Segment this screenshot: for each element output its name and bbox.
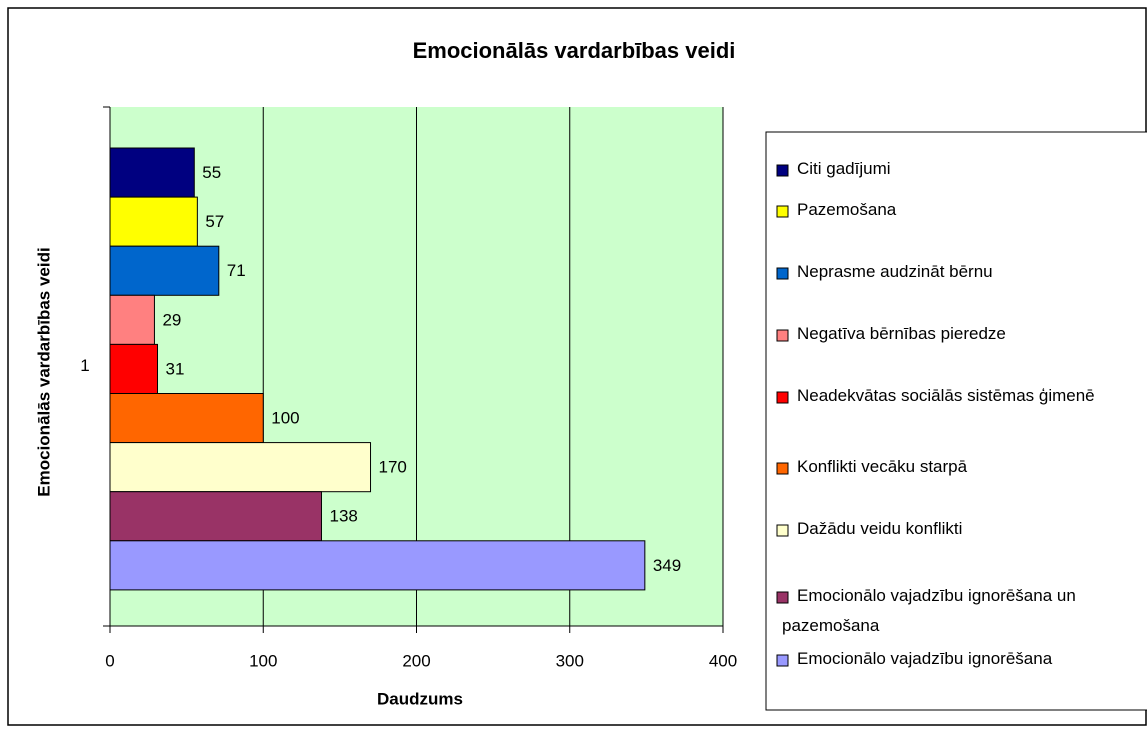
chart-title: Emocionālās vardarbības veidi xyxy=(413,38,736,63)
bar xyxy=(109,294,155,345)
data-label: 31 xyxy=(166,359,185,378)
data-label: 170 xyxy=(379,458,407,477)
legend-swatch xyxy=(776,329,789,342)
legend-label: Konflikti vecāku starpā xyxy=(797,457,968,476)
legend-label: Negatīva bērnības pieredze xyxy=(797,324,1006,343)
bar xyxy=(109,491,322,542)
legend-label: Neprasme audzināt bērnu xyxy=(797,262,993,281)
legend-label: Citi gadījumi xyxy=(797,159,891,178)
data-label: 349 xyxy=(653,556,681,575)
bar xyxy=(109,540,646,591)
legend-swatch xyxy=(776,164,789,177)
data-label: 29 xyxy=(162,310,181,329)
bar xyxy=(109,442,372,493)
x-tick-label: 200 xyxy=(402,651,430,670)
x-axis-label: Daudzums xyxy=(377,689,463,708)
bar xyxy=(109,245,220,296)
legend-swatch xyxy=(776,267,789,280)
x-tick-label: 0 xyxy=(105,651,114,670)
data-label: 100 xyxy=(271,409,299,428)
legend-swatch xyxy=(776,462,789,475)
x-tick-label: 100 xyxy=(249,651,277,670)
legend-swatch xyxy=(776,591,789,604)
y-tick-label: 1 xyxy=(80,356,89,375)
y-axis-label: Emocionālās vardarbības veidi xyxy=(34,247,53,496)
legend-label: Emocionālo vajadzību ignorēšana xyxy=(797,649,1053,668)
legend-swatch xyxy=(776,391,789,404)
data-label: 138 xyxy=(329,507,357,526)
legend-box xyxy=(765,131,1147,711)
legend-label: Dažādu veidu konflikti xyxy=(797,519,962,538)
data-label: 71 xyxy=(227,261,246,280)
bar xyxy=(109,196,198,247)
legend-swatch xyxy=(776,524,789,537)
legend-swatch xyxy=(776,205,789,218)
legend-label: Emocionālo vajadzību ignorēšana un pazemo… xyxy=(782,586,1076,635)
x-tick-label: 300 xyxy=(556,651,584,670)
x-tick-label: 400 xyxy=(709,651,737,670)
bar xyxy=(109,147,195,198)
legend-swatch xyxy=(776,654,789,667)
bar xyxy=(109,343,159,394)
data-label: 57 xyxy=(205,212,224,231)
legend-label: Pazemošana xyxy=(797,200,897,219)
legend-label: Neadekvātas sociālās sistēmas ģimenē xyxy=(797,386,1095,405)
bar xyxy=(109,393,264,444)
data-label: 55 xyxy=(202,163,221,182)
